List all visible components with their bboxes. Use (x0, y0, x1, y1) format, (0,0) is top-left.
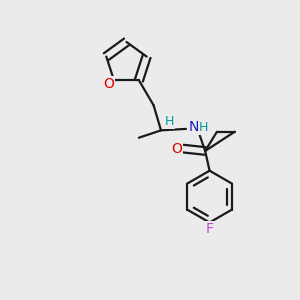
Text: H: H (164, 115, 174, 128)
Text: O: O (171, 142, 182, 156)
Text: N: N (188, 120, 199, 134)
Text: O: O (103, 77, 114, 91)
Text: F: F (206, 222, 214, 236)
Text: H: H (198, 121, 208, 134)
